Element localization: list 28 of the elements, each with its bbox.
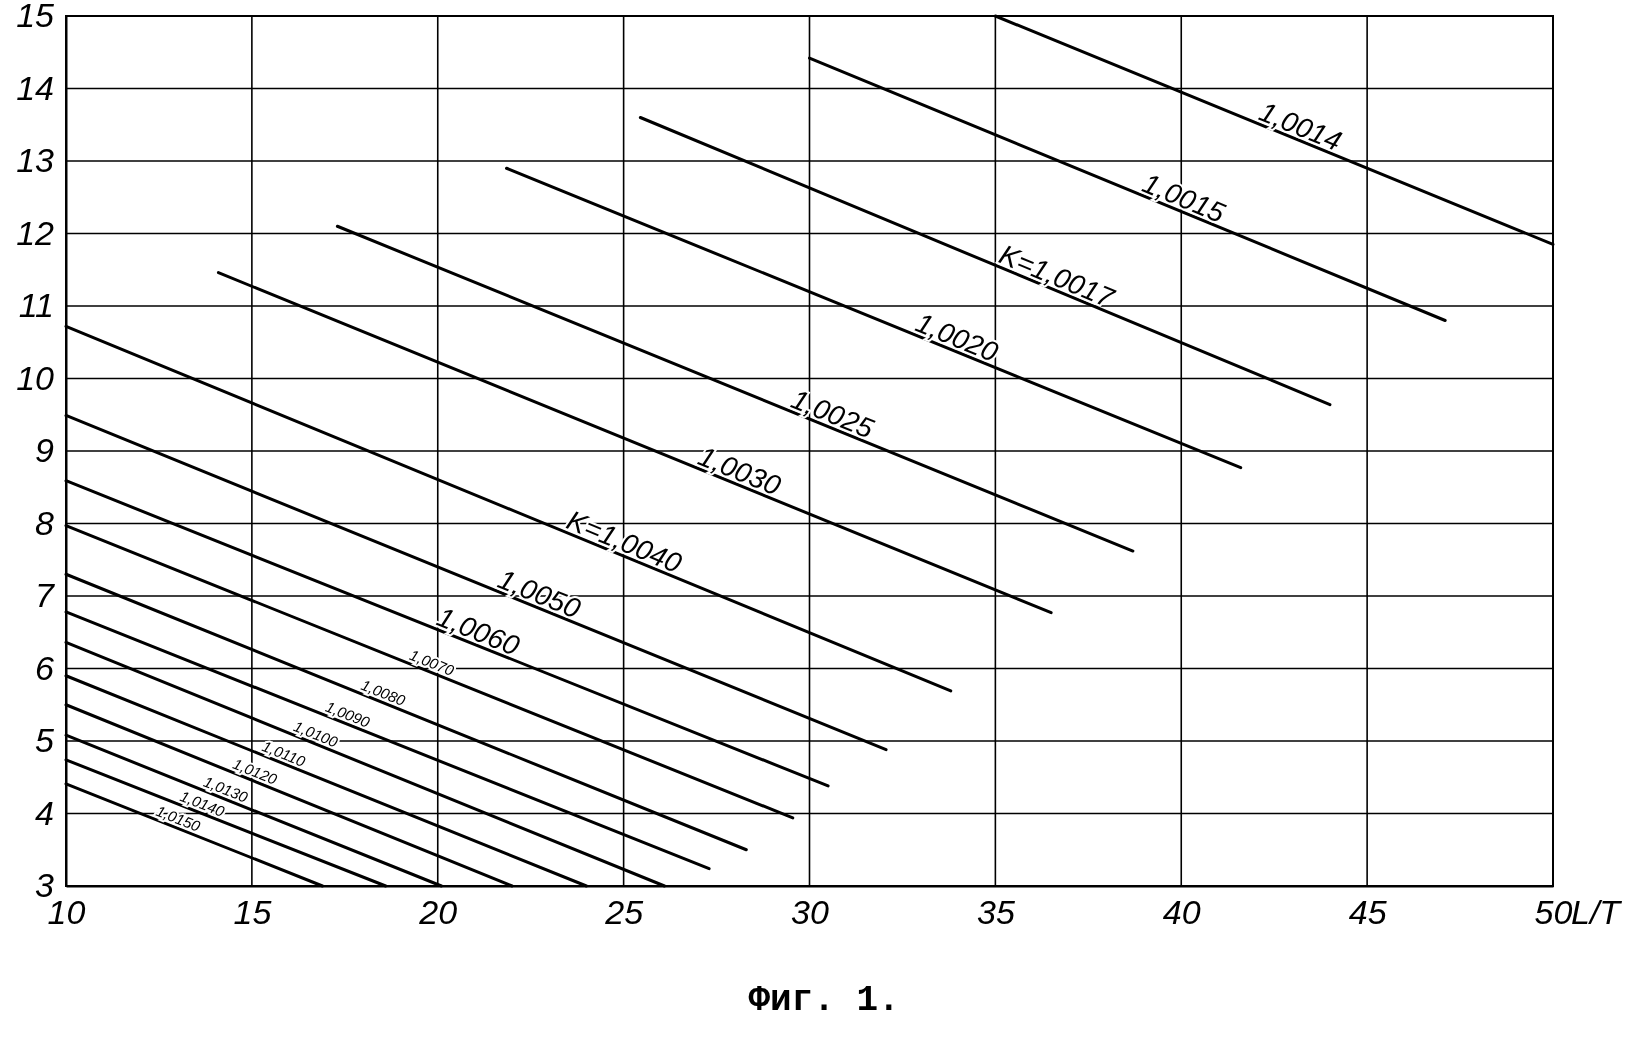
y-tick-label: 8 [35, 503, 55, 542]
x-tick-label: 35 [976, 893, 1015, 932]
x-tick-label: 20 [418, 893, 458, 932]
text: 1,0015 [1138, 167, 1230, 229]
x-tick-label: 25 [604, 893, 644, 932]
y-tick-label: 12 [16, 213, 55, 252]
text: 1,0080 [358, 675, 409, 710]
text: 1,0030 [694, 440, 786, 502]
x-axis-title: L/T [1571, 893, 1623, 932]
y-tick-label: 11 [18, 286, 54, 325]
y-tick-label: 5 [35, 721, 55, 760]
x-tick-label: 45 [1348, 893, 1387, 932]
text: 1,0020 [911, 306, 1003, 369]
y-tick-label: 4 [35, 793, 54, 832]
y-tick-label: 13 [16, 141, 55, 180]
y-tick-label: 6 [35, 648, 55, 687]
text: 1,0025 [786, 383, 879, 445]
x-tick-label: 40 [1162, 893, 1201, 932]
text: Фиг. 1. [748, 980, 900, 1021]
text: 1,0014 [1254, 95, 1346, 157]
y-tick-label: 7 [35, 576, 56, 615]
y-tick-label: 14 [16, 68, 54, 107]
x-tick-label: 15 [233, 893, 272, 932]
y-tick-label: 10 [16, 358, 55, 397]
x-tick-label: 50 [1534, 893, 1573, 932]
x-tick-label: 30 [791, 893, 829, 932]
y-tick-label: 15 [16, 0, 55, 35]
y-tick-label: 9 [35, 431, 55, 470]
